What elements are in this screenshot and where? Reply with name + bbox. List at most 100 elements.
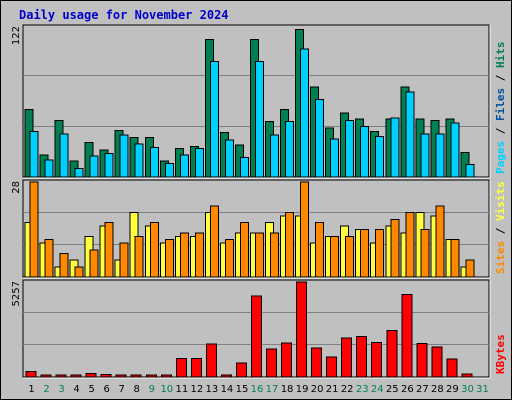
x-tick-label-day-13: 13 <box>206 384 219 395</box>
bar-sites-day-16 <box>254 232 264 278</box>
bar-kbytes-day-2 <box>40 374 52 378</box>
bar-sites-day-15 <box>239 222 249 278</box>
bar-kbytes-day-15 <box>235 362 247 378</box>
x-tick-label-day-4: 4 <box>73 384 79 395</box>
bar-sites-day-11 <box>179 232 189 278</box>
bar-sites-day-3 <box>59 252 69 278</box>
bar-kbytes-day-5 <box>85 373 97 378</box>
bar-kbytes-day-13 <box>205 343 217 378</box>
bar-sites-day-25 <box>390 218 400 278</box>
bar-sites-day-30 <box>465 259 475 278</box>
x-tick-label-day-2: 2 <box>43 384 49 395</box>
bar-kbytes-day-17 <box>266 348 278 378</box>
bar-kbytes-day-7 <box>115 374 127 378</box>
bar-kbytes-day-4 <box>70 374 82 378</box>
bar-pages-day-15 <box>239 156 249 178</box>
x-tick-label-day-15: 15 <box>236 384 249 395</box>
bar-pages-day-28 <box>435 133 445 178</box>
bar-pages-day-25 <box>390 117 400 178</box>
bar-kbytes-day-21 <box>326 356 338 378</box>
bar-pages-day-14 <box>224 139 234 178</box>
chart-title: Daily usage for November 2024 <box>19 8 229 22</box>
x-tick-label-day-24: 24 <box>371 384 384 395</box>
bar-pages-day-11 <box>179 154 189 178</box>
x-tick-label-day-31: 31 <box>476 384 489 395</box>
bar-pages-day-30 <box>465 164 475 178</box>
bar-kbytes-day-25 <box>386 329 398 378</box>
legend-separator: / <box>494 68 507 88</box>
x-tick-label-day-6: 6 <box>103 384 109 395</box>
bar-pages-day-8 <box>134 143 144 178</box>
bar-kbytes-day-19 <box>296 281 308 378</box>
bar-pages-day-27 <box>420 133 430 178</box>
bar-kbytes-day-22 <box>341 337 353 378</box>
y-max-label: 122 <box>11 26 22 45</box>
bar-kbytes-day-3 <box>55 374 67 378</box>
bar-kbytes-day-9 <box>145 374 157 378</box>
x-tick-label-day-12: 12 <box>191 384 204 395</box>
bar-sites-day-2 <box>44 239 54 278</box>
bar-sites-day-9 <box>149 222 159 278</box>
bar-pages-day-7 <box>119 134 129 178</box>
x-tick-label-day-18: 18 <box>281 384 294 395</box>
bar-sites-day-23 <box>360 229 370 278</box>
bar-sites-day-29 <box>450 239 460 278</box>
x-tick-label-day-28: 28 <box>431 384 444 395</box>
bar-pages-day-29 <box>450 122 460 178</box>
legend-item-kbytes: KBytes <box>494 334 507 374</box>
legend-item-visits: Visits <box>494 181 507 221</box>
bar-kbytes-day-29 <box>446 358 458 378</box>
x-tick-label-day-29: 29 <box>446 384 459 395</box>
bar-kbytes-day-10 <box>160 374 172 378</box>
bar-kbytes-day-14 <box>220 374 232 378</box>
x-tick-label-day-20: 20 <box>311 384 324 395</box>
legend-sites-visits: Sites / Visits <box>494 181 507 274</box>
bar-pages-day-20 <box>315 99 325 178</box>
bar-sites-day-19 <box>300 181 310 278</box>
legend-separator: / <box>494 121 507 141</box>
legend-item-files: Files <box>494 88 507 121</box>
bar-kbytes-day-18 <box>281 342 293 378</box>
bar-sites-day-28 <box>435 205 445 278</box>
bar-sites-day-10 <box>164 239 174 278</box>
bar-sites-day-22 <box>345 235 355 278</box>
legend-hits-files-pages: Pages / Files / Hits <box>494 42 507 175</box>
bar-pages-day-18 <box>285 121 295 178</box>
bar-sites-day-5 <box>89 249 99 278</box>
bar-sites-day-12 <box>194 232 204 278</box>
bar-pages-day-4 <box>74 167 84 178</box>
bar-pages-day-2 <box>44 159 54 178</box>
x-tick-label-day-9: 9 <box>149 384 155 395</box>
x-tick-label-day-1: 1 <box>28 384 34 395</box>
legend-kbytes: KBytes <box>494 334 507 374</box>
x-tick-label-day-30: 30 <box>461 384 474 395</box>
bar-kbytes-day-27 <box>416 342 428 378</box>
bar-pages-day-22 <box>345 119 355 178</box>
bar-kbytes-day-12 <box>190 358 202 378</box>
x-tick-label-day-23: 23 <box>356 384 369 395</box>
legend-item-pages: Pages <box>494 141 507 174</box>
bar-pages-day-5 <box>89 155 99 178</box>
x-tick-label-day-5: 5 <box>88 384 94 395</box>
bar-pages-day-24 <box>375 135 385 178</box>
bar-sites-day-13 <box>209 205 219 278</box>
x-tick-label-day-10: 10 <box>160 384 173 395</box>
bar-pages-day-13 <box>209 60 219 178</box>
legend-item-sites: Sites <box>494 241 507 274</box>
x-tick-label-day-27: 27 <box>416 384 429 395</box>
bar-sites-day-4 <box>74 266 84 278</box>
bar-pages-day-17 <box>270 134 280 178</box>
legend-separator: / <box>494 221 507 241</box>
x-tick-label-day-25: 25 <box>386 384 399 395</box>
bar-kbytes-day-16 <box>250 295 262 378</box>
x-tick-label-day-17: 17 <box>266 384 279 395</box>
bar-sites-day-1 <box>29 181 39 278</box>
bar-pages-day-19 <box>300 48 310 178</box>
bar-kbytes-day-23 <box>356 336 368 378</box>
bar-sites-day-17 <box>270 232 280 278</box>
bar-pages-day-3 <box>59 133 69 178</box>
bar-sites-day-21 <box>330 235 340 278</box>
bar-pages-day-9 <box>149 146 159 178</box>
bar-kbytes-day-24 <box>371 341 383 378</box>
